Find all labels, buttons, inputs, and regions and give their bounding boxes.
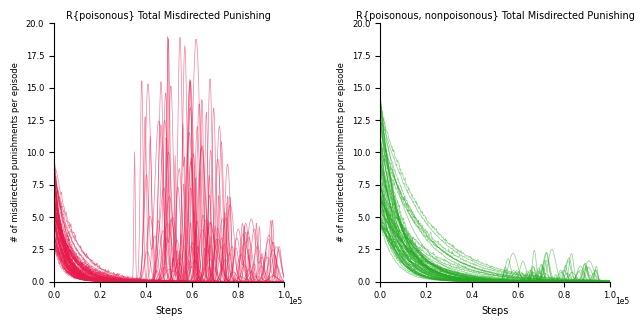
Title: R{poisonous, nonpoisonous} Total Misdirected Punishing: R{poisonous, nonpoisonous} Total Misdire… (356, 11, 635, 21)
Title: R{poisonous} Total Misdirected Punishing: R{poisonous} Total Misdirected Punishing (67, 11, 271, 21)
Y-axis label: # of misdirected punishments per episode: # of misdirected punishments per episode (11, 62, 20, 242)
Text: 1e5: 1e5 (615, 297, 629, 306)
Y-axis label: # of misdirected punishments per episode: # of misdirected punishments per episode (337, 62, 346, 242)
X-axis label: Steps: Steps (155, 306, 182, 316)
Text: 1e5: 1e5 (289, 297, 303, 306)
X-axis label: Steps: Steps (481, 306, 509, 316)
